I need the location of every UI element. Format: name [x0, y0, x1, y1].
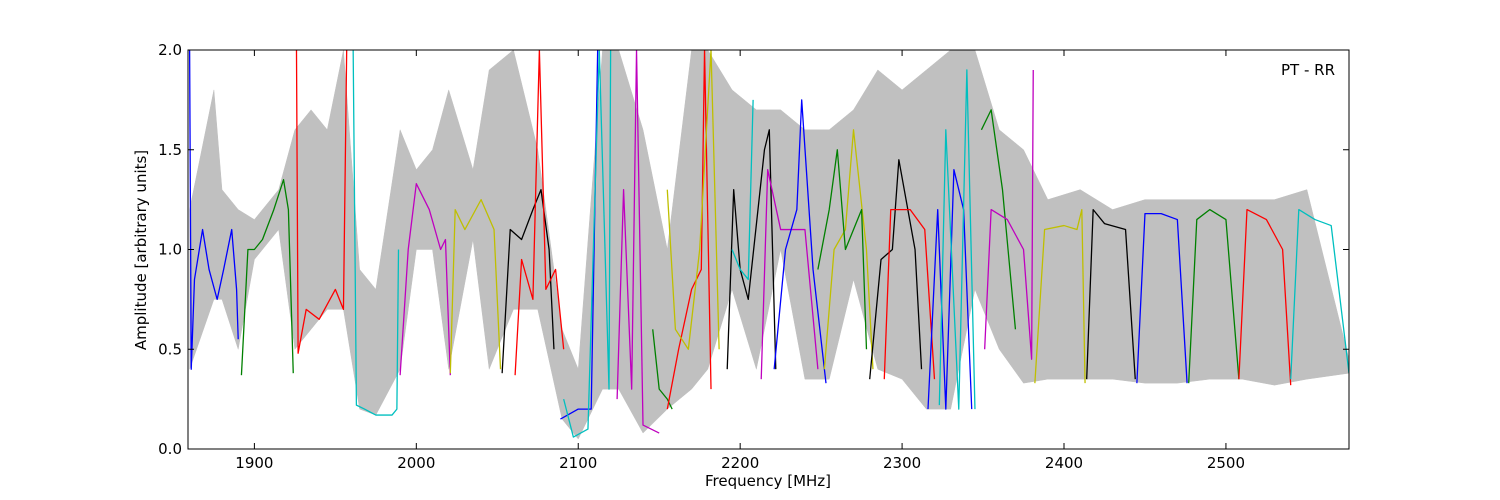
spectrum-line	[501, 189, 555, 374]
annotation: PT - RR	[1281, 61, 1335, 79]
spectrum-line	[980, 109, 1017, 330]
spectrum-line	[295, 50, 348, 354]
spectrum-line	[449, 198, 502, 374]
y-tick-label: 1.0	[158, 241, 182, 259]
x-tick-label: 2100	[559, 454, 597, 472]
spectrum-line	[938, 69, 976, 410]
spectrum-line	[399, 183, 451, 376]
spectrum-line	[188, 50, 239, 370]
spectrum-line	[869, 159, 923, 380]
spectrum-line	[616, 50, 660, 434]
spectrum-line	[726, 129, 777, 370]
x-tick-label: 2000	[397, 454, 435, 472]
spectrum-line	[240, 179, 294, 376]
y-tick-label: 2.0	[158, 41, 182, 59]
spectrum-line	[773, 99, 827, 384]
spectrum-line	[984, 69, 1034, 360]
x-tick-label: 2400	[1045, 454, 1083, 472]
x-tick-label: 1900	[235, 454, 273, 472]
spectrum-line	[927, 169, 973, 410]
y-tick-label: 1.5	[158, 141, 182, 159]
x-tick-label: 2300	[883, 454, 921, 472]
spectrum-line	[823, 129, 874, 370]
spectrum-line	[1290, 208, 1349, 380]
spectrum-line	[1238, 208, 1292, 386]
spectrum-line	[563, 50, 612, 438]
spectrum-line	[1086, 208, 1136, 380]
y-tick-label: 0.0	[158, 440, 182, 458]
spectrum-line	[1136, 212, 1188, 384]
spectrum-line	[666, 50, 720, 350]
spectrum-line	[1034, 208, 1086, 384]
y-axis-label: Amplitude [arbitrary units]	[132, 150, 150, 350]
spectrum-line	[760, 169, 819, 380]
spectrum-line	[883, 208, 936, 380]
spectrum-line	[352, 50, 400, 416]
spectrum-line	[652, 329, 673, 410]
x-tick-label: 2200	[721, 454, 759, 472]
envelope-area	[189, 50, 1349, 440]
plot-area	[188, 50, 1349, 440]
spectrum-line	[514, 50, 565, 376]
spectrum-line	[731, 99, 754, 281]
spectrum-line	[817, 149, 868, 350]
x-tick-label: 2500	[1207, 454, 1245, 472]
y-tick-label: 0.5	[158, 340, 182, 358]
spectrum-line	[1188, 208, 1240, 384]
x-axis-label: Frequency [MHz]	[705, 472, 831, 490]
